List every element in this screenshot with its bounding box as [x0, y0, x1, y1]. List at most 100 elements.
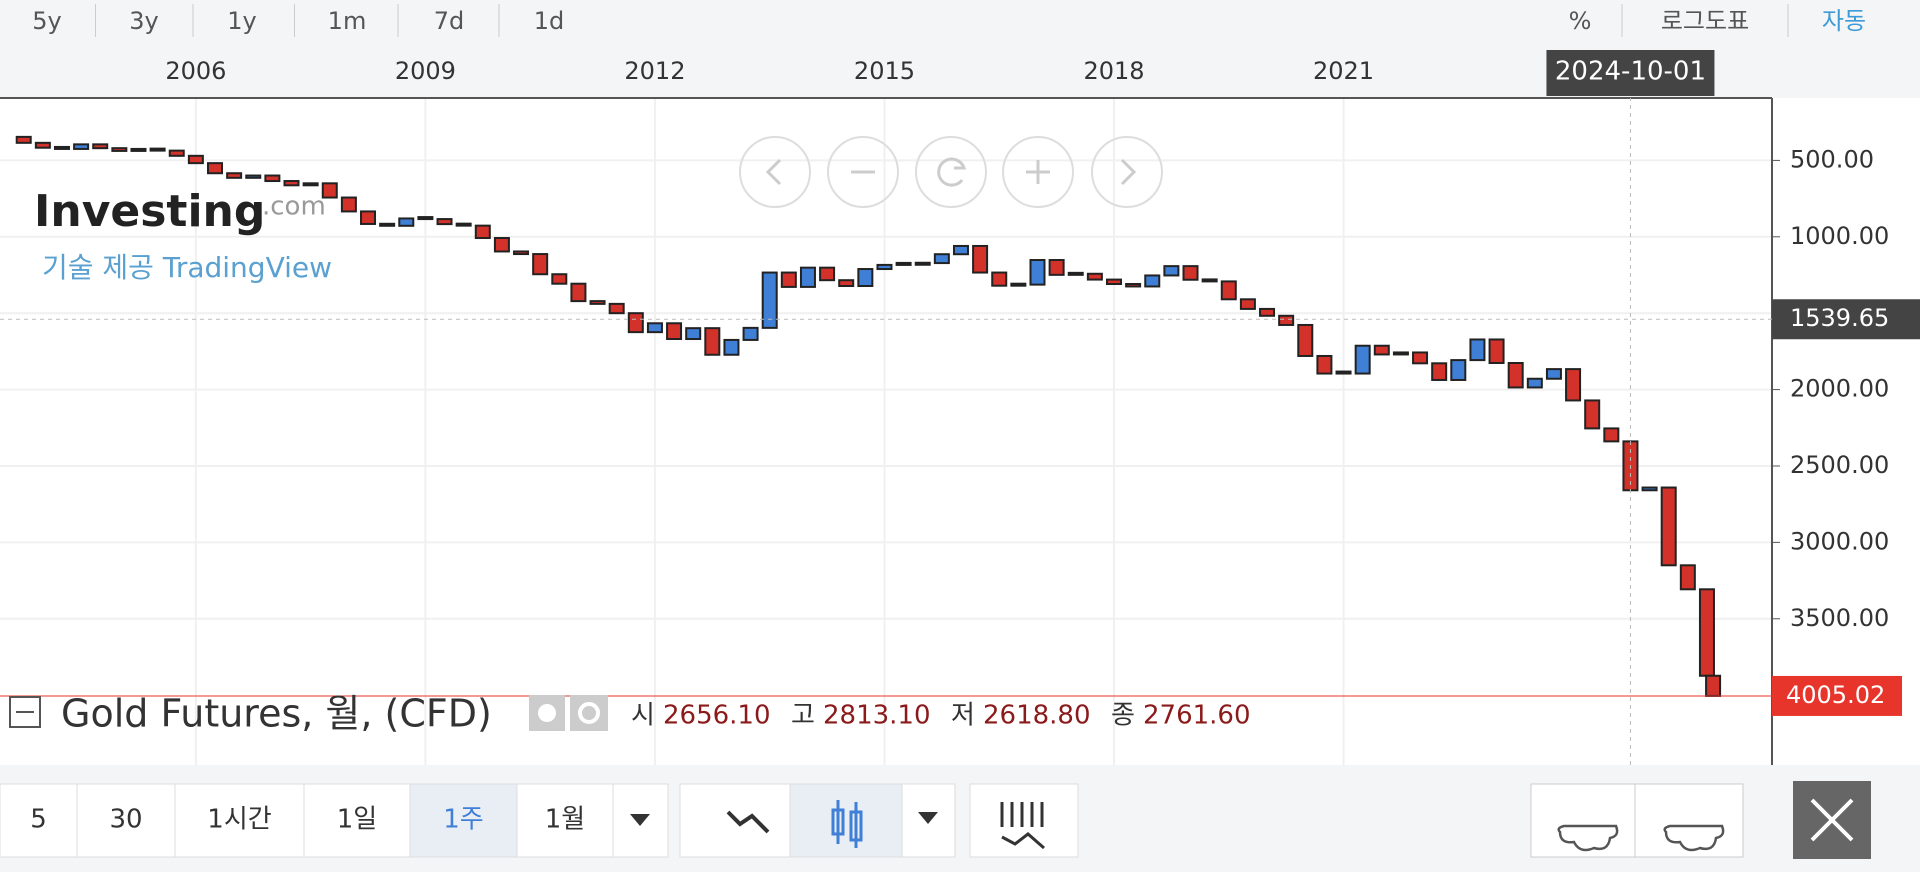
candle	[1297, 323, 1314, 357]
candle	[398, 217, 415, 227]
range-button[interactable]: 1d	[534, 7, 565, 35]
ohlc-value: 2618.80	[983, 701, 1091, 731]
candle	[646, 322, 663, 334]
candle	[1086, 272, 1103, 281]
range-button[interactable]: 1m	[328, 7, 367, 35]
candle	[723, 338, 740, 356]
candle	[780, 271, 797, 288]
candle	[704, 327, 721, 356]
candle	[1259, 307, 1276, 317]
range-button[interactable]: 5y	[32, 7, 61, 35]
upload-button[interactable]	[1530, 783, 1636, 858]
download-button[interactable]	[1634, 783, 1744, 858]
candle	[1679, 564, 1696, 591]
candle	[1565, 368, 1582, 402]
candle	[1354, 344, 1371, 375]
candle-type-button[interactable]	[789, 783, 903, 858]
interval-button[interactable]	[303, 783, 411, 858]
candle	[111, 147, 128, 152]
candle	[1641, 486, 1658, 492]
last-price-box	[1772, 675, 1902, 716]
candle	[1029, 259, 1046, 286]
candle	[1316, 354, 1333, 375]
nav-icons	[765, 157, 1137, 187]
candle	[761, 271, 778, 329]
last-price-label: 4005.02	[1786, 681, 1885, 709]
ohlc-name: 시	[631, 701, 655, 731]
nav-buttons	[739, 136, 1163, 208]
ohlc-name: 저	[951, 701, 975, 731]
ohlc-value: 2761.60	[1143, 701, 1251, 731]
percent-button[interactable]: %	[1569, 7, 1592, 35]
candle	[1220, 280, 1237, 301]
candle	[436, 218, 453, 226]
interval-label: 5	[30, 805, 47, 835]
candle	[1705, 674, 1722, 697]
y-tick-label: 3500.00	[1790, 604, 1889, 632]
log-button[interactable]: 로그도표	[1661, 7, 1749, 35]
zoom-in[interactable]	[1002, 136, 1074, 208]
candle	[1469, 338, 1486, 362]
gear-button[interactable]	[570, 695, 608, 731]
y-tick-label: 500.00	[1790, 145, 1874, 173]
range-button[interactable]: 7d	[434, 7, 465, 35]
candle	[360, 210, 377, 225]
candle	[819, 266, 836, 282]
candle	[379, 222, 396, 227]
candle	[1106, 278, 1123, 286]
eye-icon	[538, 704, 556, 722]
candle	[1450, 359, 1467, 381]
line-icon	[726, 810, 770, 834]
candle	[1144, 274, 1161, 288]
candle	[570, 282, 587, 303]
candle	[1526, 377, 1543, 389]
brand-suffix: .com	[262, 192, 326, 222]
candle	[1488, 338, 1505, 365]
candle	[1545, 368, 1562, 380]
interval-button[interactable]	[76, 783, 176, 858]
scroll-left[interactable]	[739, 136, 811, 208]
collapse-box[interactable]	[9, 696, 41, 728]
candle	[245, 174, 262, 179]
reset[interactable]	[915, 136, 987, 208]
candle	[226, 172, 243, 179]
candle	[685, 327, 702, 341]
candle	[991, 271, 1008, 287]
indicator-button[interactable]	[969, 783, 1079, 858]
candle	[149, 147, 166, 152]
candle	[952, 244, 969, 256]
legend-title: Gold Futures, 월, (CFD)	[61, 692, 492, 736]
interval-label: 1시간	[207, 805, 271, 835]
interval-button[interactable]	[516, 783, 614, 858]
candle	[264, 174, 281, 183]
interval-button[interactable]	[409, 783, 518, 858]
auto-button[interactable]: 자동	[1822, 7, 1866, 35]
range-button[interactable]: 1y	[227, 7, 256, 35]
x-tick-label: 2015	[854, 57, 915, 85]
candle	[187, 154, 204, 165]
y-tick-label: 3000.00	[1790, 527, 1889, 555]
zoom-out[interactable]	[827, 136, 899, 208]
interval-label: 1월	[545, 805, 585, 835]
range-button[interactable]: 3y	[129, 7, 158, 35]
candle	[876, 263, 893, 271]
brand: Investing	[34, 186, 265, 237]
candle	[1584, 399, 1601, 430]
y-tick-label: 2000.00	[1790, 375, 1889, 403]
interval-label: 1일	[337, 805, 377, 835]
candle	[1507, 362, 1524, 389]
plot-bg	[0, 98, 1772, 765]
candle	[302, 182, 319, 187]
candle	[895, 261, 912, 266]
candle-icon	[831, 800, 863, 848]
candle	[493, 237, 510, 253]
candle	[1048, 259, 1065, 276]
x-tick-label: 2021	[1313, 57, 1374, 85]
scroll-right[interactable]	[1091, 136, 1163, 208]
indicator-icon	[1000, 802, 1045, 850]
candle	[1067, 271, 1084, 276]
candle	[608, 302, 625, 315]
interval-label: 30	[109, 805, 142, 835]
candle	[73, 143, 90, 150]
